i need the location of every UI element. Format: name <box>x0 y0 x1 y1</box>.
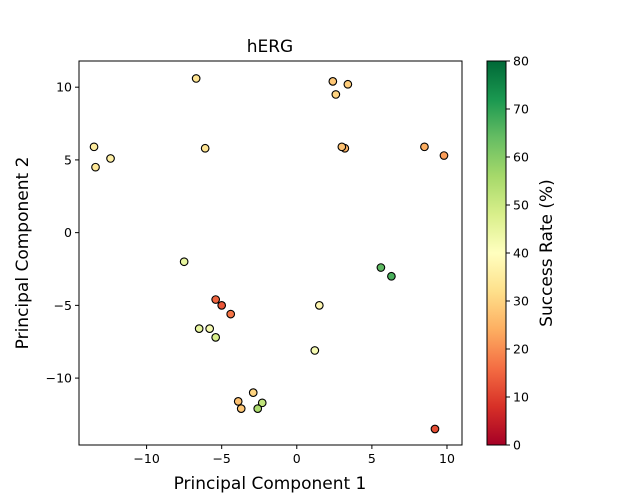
y-tick-label: 10 <box>56 80 72 95</box>
x-tick-label: 5 <box>368 451 376 466</box>
scatter-point <box>337 142 347 152</box>
x-tick-label: −5 <box>212 451 230 466</box>
scatter-point <box>328 77 338 86</box>
colorbar-tick-label: 30 <box>513 294 529 309</box>
scatter-point <box>194 324 204 333</box>
scatter-series <box>89 74 449 434</box>
scatter-point <box>439 151 449 160</box>
plot-area <box>78 60 463 446</box>
scatter-point <box>310 346 320 355</box>
y-tick-label: −10 <box>46 371 72 386</box>
colorbar-tick-label: 80 <box>513 54 529 69</box>
scatter-point <box>89 142 99 152</box>
scatter-point <box>236 404 246 413</box>
scatter-point <box>248 388 258 397</box>
colorbar-tick-label: 60 <box>513 150 529 165</box>
scatter-point <box>430 424 440 434</box>
scatter-point <box>343 79 353 89</box>
scatter-point <box>233 397 243 406</box>
colorbar-tick-label: 70 <box>513 102 529 117</box>
chart-title: hERG <box>247 37 294 57</box>
y-axis-label: Principal Component 2 <box>13 157 33 350</box>
x-tick-label: 0 <box>293 451 301 466</box>
scatter-point <box>205 324 215 333</box>
scatter-point <box>191 74 201 83</box>
scatter-point <box>200 143 210 153</box>
x-axis-label: Principal Component 1 <box>174 474 367 494</box>
x-tick-label: 10 <box>439 451 455 466</box>
scatter-point <box>253 404 263 413</box>
scatter-point <box>211 333 221 342</box>
y-tick-label: −5 <box>54 298 72 313</box>
scatter-point <box>91 162 100 172</box>
scatter-point <box>179 257 189 267</box>
y-tick-label: 0 <box>64 225 72 240</box>
colorbar-tick-label: 10 <box>513 390 529 405</box>
scatter-point <box>331 90 341 99</box>
colorbar-tick-label: 50 <box>513 198 529 213</box>
y-tick-label: 5 <box>64 152 72 167</box>
scatter-point <box>314 301 324 310</box>
y-axis: −10 −5 0 5 10 <box>46 80 79 386</box>
scatter-point <box>257 398 267 408</box>
scatter-point <box>420 142 429 152</box>
colorbar <box>486 60 507 446</box>
scatter-point <box>217 301 227 310</box>
scatter-point <box>387 271 396 281</box>
colorbar-axis: 0 10 20 30 40 50 60 70 80 <box>506 54 529 453</box>
colorbar-tick-label: 40 <box>513 246 529 261</box>
x-tick-label: −10 <box>133 451 159 466</box>
colorbar-tick-label: 0 <box>513 438 521 453</box>
x-axis: −10 −5 0 5 10 <box>133 445 455 466</box>
scatter-point <box>211 295 221 304</box>
scatter-point <box>106 154 115 163</box>
colorbar-label: Success Rate (%) <box>537 179 557 327</box>
scatter-point <box>226 309 236 319</box>
colorbar-tick-label: 20 <box>513 342 529 357</box>
scatter-point <box>376 263 386 272</box>
